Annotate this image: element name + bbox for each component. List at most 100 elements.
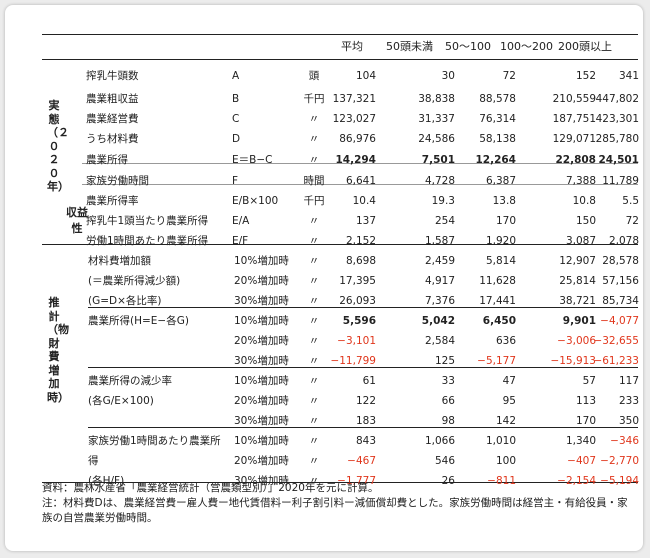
table-row: 搾乳牛1頭当たり農業所得 E/A 〃 137 254 170 150 72 — [36, 211, 639, 231]
cell-value: 98 — [441, 415, 455, 427]
table-row: 農業所得(H=E−各G) 10%増加時 〃 5,596 5,042 6,450 9,901−… — [36, 311, 639, 331]
table-row: (G=D×各比率) 30%増加時 〃 26,093 7,376 17,441 38,721 8… — [36, 291, 639, 311]
row-code: 30%増加時 — [234, 415, 289, 427]
row-divider — [88, 367, 638, 368]
cell-value: 17,395 — [339, 275, 376, 287]
row-unit: 〃 — [308, 255, 320, 267]
table-row: 農業所得の減少率 10%増加時 〃 61 33 47 57 117 — [36, 371, 639, 391]
cell-value: 95 — [502, 395, 516, 407]
cell-value: 5,596 — [342, 315, 376, 327]
cell-value: 4,728 — [424, 175, 455, 187]
table-row: 農業所得率 E/B×100 千円 10.4 19.3 13.8 10.8 5.5 — [36, 191, 639, 211]
table-row: 農業粗収益 B 千円 137,321 38,838 88,578 210,559 447,80… — [36, 89, 639, 109]
row-label: 材料費増加額 — [88, 255, 151, 267]
row-label: (各G/E×100) — [88, 395, 154, 407]
col-header-200plus: 200頭以上 — [558, 40, 612, 53]
cell-value: 233 — [618, 395, 639, 407]
cell-value: 546 — [434, 455, 455, 467]
cell-value: 57,156 — [602, 275, 639, 287]
cell-value: 10.4 — [352, 195, 376, 207]
cell-value: 2,459 — [424, 255, 455, 267]
cell-value: 19.3 — [431, 195, 455, 207]
row-label: 家族労働1時間あたり農業所 — [88, 435, 221, 447]
source-note: 資料：農林水産省「農業経営統計（営農類型別）」2020年を元に計算。 — [42, 482, 379, 494]
row-unit: 〃 — [308, 335, 320, 347]
cell-value: 447,802 — [595, 93, 639, 105]
row-unit: 〃 — [308, 415, 320, 427]
table-row: (各H/F) 30%増加時 〃 −1,777 26 −811 −2,154 −5,194 — [36, 471, 639, 491]
row-code: 20%増加時 — [234, 335, 289, 347]
cell-value: −346 — [610, 435, 639, 447]
row-label: 搾乳牛1頭当たり農業所得 — [86, 215, 209, 227]
cell-value: 38,838 — [418, 93, 455, 105]
cell-value: 12,907 — [559, 255, 596, 267]
cell-value: 85,734 — [602, 295, 639, 307]
cell-value: 13.8 — [492, 195, 516, 207]
row-code: 30%増加時 — [234, 295, 289, 307]
row-code: A — [232, 70, 240, 82]
row-label: (G=D×各比率) — [88, 295, 162, 307]
row-label: 農業所得率 — [86, 195, 139, 207]
cell-value: 5,814 — [485, 255, 516, 267]
cell-value: 22,808 — [555, 154, 596, 166]
row-unit: 〃 — [308, 355, 320, 367]
table-card — [5, 5, 643, 551]
cell-value: 24,501 — [598, 154, 639, 166]
table-row: うち材料費 D 〃 86,976 24,586 58,138 129,071 285,780 — [36, 129, 639, 149]
row-code: 10%増加時 — [234, 255, 289, 267]
cell-value: 1,920 — [485, 235, 516, 247]
cell-value: 341 — [618, 70, 639, 82]
cell-value: 7,388 — [565, 175, 596, 187]
row-divider — [82, 184, 638, 185]
cell-value: 285,780 — [595, 133, 639, 145]
row-label: 農業経営費 — [86, 113, 139, 125]
row-unit: 〃 — [308, 395, 320, 407]
row-code: E＝B−C — [232, 154, 273, 166]
cell-value: 72 — [502, 70, 516, 82]
table-row: 材料費増加額 10%増加時 〃 8,698 2,459 5,814 12,907 28,578 — [36, 251, 639, 271]
col-header-average: 平均 — [341, 40, 363, 53]
row-label: 家族労働時間 — [86, 175, 149, 187]
cell-value: 66 — [441, 395, 455, 407]
cell-value: 183 — [355, 415, 376, 427]
top-rule — [42, 34, 638, 35]
cell-value: 187,751 — [552, 113, 596, 125]
cell-value: 86,976 — [339, 133, 376, 145]
cell-value: 117 — [618, 375, 639, 387]
row-unit: 〃 — [308, 435, 320, 447]
table-row: 得 20%増加時 〃 −467 546 100 −407 −2,770 — [36, 451, 639, 471]
cell-value: 1,340 — [565, 435, 596, 447]
cell-value: −3,101 — [337, 335, 376, 347]
table-row: 30%増加時 〃 −11,799 125 −5,177 −15,913 −61,233 — [36, 351, 639, 371]
cell-value: 350 — [618, 415, 639, 427]
row-code: 20%増加時 — [234, 455, 289, 467]
cell-value: −61,233 — [593, 355, 639, 367]
row-code: 20%増加時 — [234, 275, 289, 287]
row-unit: 〃 — [308, 455, 320, 467]
col-header-under50: 50頭未満 — [386, 40, 433, 53]
cell-value: 11,789 — [602, 175, 639, 187]
header-rule — [42, 59, 638, 60]
cell-value: 122 — [355, 395, 376, 407]
cell-value: 6,450 — [482, 315, 516, 327]
cell-value: −4,077 — [600, 315, 639, 327]
table-row: 労働1時間あたり農業所得 E/F 〃 2,152 1,587 1,920 3,087 2,07… — [36, 231, 639, 251]
row-unit: 時間 — [303, 175, 325, 187]
cell-value: 88,578 — [479, 93, 516, 105]
row-code: F — [232, 175, 239, 187]
cell-value: 1,010 — [485, 435, 516, 447]
row-label: うち材料費 — [86, 133, 139, 145]
row-divider — [42, 482, 638, 483]
cell-value: 123,027 — [332, 113, 376, 125]
row-label: 搾乳牛頭数 — [86, 70, 139, 82]
cell-value: 137,321 — [332, 93, 376, 105]
side-label-profitability: 収益性 — [64, 205, 90, 237]
row-code: 30%増加時 — [234, 355, 289, 367]
table-row: 家族労働1時間あたり農業所 10%増加時 〃 843 1,066 1,010 1,340 −3… — [36, 431, 639, 451]
row-code: 10%増加時 — [234, 435, 289, 447]
side-label-profitability-text: 収益性 — [66, 206, 88, 235]
row-unit: 〃 — [308, 295, 320, 307]
cell-value: 142 — [495, 415, 516, 427]
cell-value: 31,337 — [418, 113, 455, 125]
cell-value: 58,138 — [479, 133, 516, 145]
